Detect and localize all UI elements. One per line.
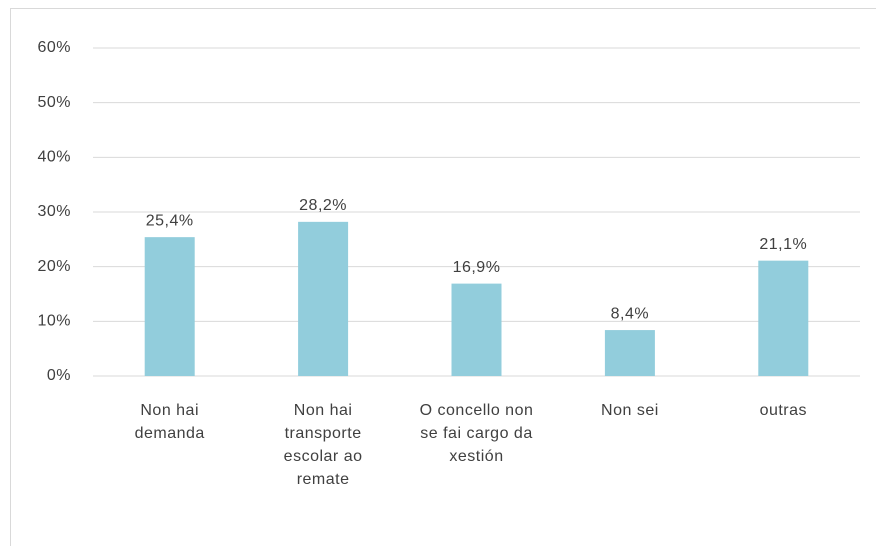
bar — [144, 237, 195, 376]
y-tick-label: 40% — [37, 149, 71, 166]
bar — [298, 221, 349, 376]
data-label: 25,4% — [146, 212, 194, 229]
chart-border — [10, 8, 876, 546]
data-label: 16,9% — [453, 259, 501, 276]
x-tick-label: Non hai transporte escolar ao remate — [283, 402, 363, 488]
data-label: 8,4% — [611, 305, 649, 322]
x-tick-label: Non hai demanda — [134, 402, 205, 442]
x-tick-label: O concello non se fai cargo da xestión — [419, 402, 534, 465]
x-tick-label: outras — [759, 402, 808, 419]
y-tick-label: 20% — [37, 258, 71, 275]
x-tick-label: Non sei — [601, 402, 659, 419]
y-tick-label: 50% — [37, 94, 71, 111]
bar — [604, 330, 655, 376]
y-tick-label: 0% — [47, 367, 71, 384]
y-tick-label: 30% — [37, 203, 71, 220]
bar — [758, 260, 809, 376]
y-tick-label: 10% — [37, 313, 71, 330]
y-tick-label: 60% — [37, 39, 71, 56]
bar — [451, 283, 502, 376]
data-label: 28,2% — [299, 197, 347, 214]
data-label: 21,1% — [759, 236, 807, 253]
